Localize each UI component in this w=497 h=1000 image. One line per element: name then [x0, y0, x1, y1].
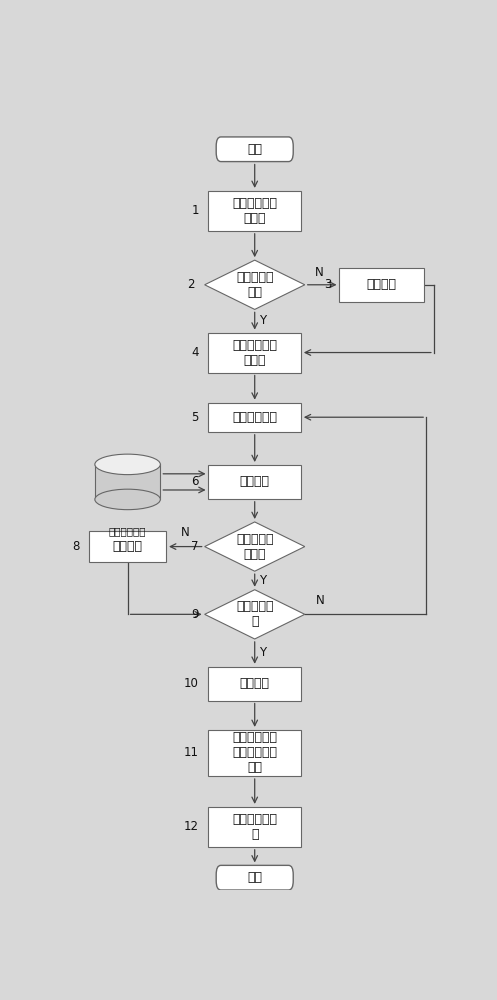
Bar	[209, 730, 301, 776]
Text: 11: 11	[184, 746, 199, 759]
Text: 7: 7	[191, 540, 199, 553]
Text: 开始: 开始	[247, 143, 262, 156]
Text: 8: 8	[72, 540, 80, 553]
Bar	[209, 465, 301, 499]
Polygon shape	[205, 522, 305, 571]
Text: 分析冷却容量: 分析冷却容量	[232, 411, 277, 424]
FancyBboxPatch shape	[216, 137, 293, 162]
Text: 12: 12	[184, 820, 199, 833]
Text: Y: Y	[259, 314, 266, 327]
Text: 2: 2	[187, 278, 195, 291]
Text: 获得历史负
荷趋势: 获得历史负 荷趋势	[236, 533, 273, 561]
Text: 接收到配置
信息: 接收到配置 信息	[236, 271, 273, 299]
Polygon shape	[205, 590, 305, 639]
Polygon shape	[205, 260, 305, 309]
Ellipse shape	[95, 489, 161, 510]
Text: 9: 9	[191, 608, 199, 621]
Text: 4: 4	[191, 346, 199, 359]
Text: 生成过负荷曲
线: 生成过负荷曲 线	[232, 813, 277, 841]
Text: 状态量数据库: 状态量数据库	[109, 526, 146, 536]
Text: N: N	[317, 594, 325, 607]
Bar	[89, 531, 166, 562]
FancyBboxPatch shape	[216, 865, 293, 890]
Text: 分析负荷: 分析负荷	[240, 475, 270, 488]
Text: 5: 5	[191, 411, 199, 424]
Bar	[95, 464, 161, 499]
Text: 默认设置: 默认设置	[367, 278, 397, 291]
Bar	[209, 191, 301, 231]
Text: N: N	[181, 526, 190, 539]
Text: 记录时间: 记录时间	[240, 677, 270, 690]
Text: 3: 3	[325, 278, 332, 291]
Text: N: N	[315, 266, 323, 279]
Bar	[209, 403, 301, 432]
Text: Y: Y	[259, 646, 266, 659]
Text: 到达温度限
值: 到达温度限 值	[236, 600, 273, 628]
Ellipse shape	[95, 454, 161, 475]
Text: 6: 6	[191, 475, 199, 488]
Text: 结束: 结束	[247, 871, 262, 884]
Text: 读取变压器配
置信息: 读取变压器配 置信息	[232, 197, 277, 225]
Text: Y: Y	[259, 574, 266, 587]
Bar	[209, 333, 301, 373]
Text: 获得变压器实
时信息: 获得变压器实 时信息	[232, 339, 277, 367]
Bar	[209, 667, 301, 701]
Text: 10: 10	[184, 677, 199, 690]
Text: 1: 1	[191, 204, 199, 217]
Bar	[339, 268, 424, 302]
Text: 根据组件负荷
能力修改极限
时间: 根据组件负荷 能力修改极限 时间	[232, 731, 277, 774]
Text: 匹配数据: 匹配数据	[113, 540, 143, 553]
Bar	[209, 807, 301, 847]
